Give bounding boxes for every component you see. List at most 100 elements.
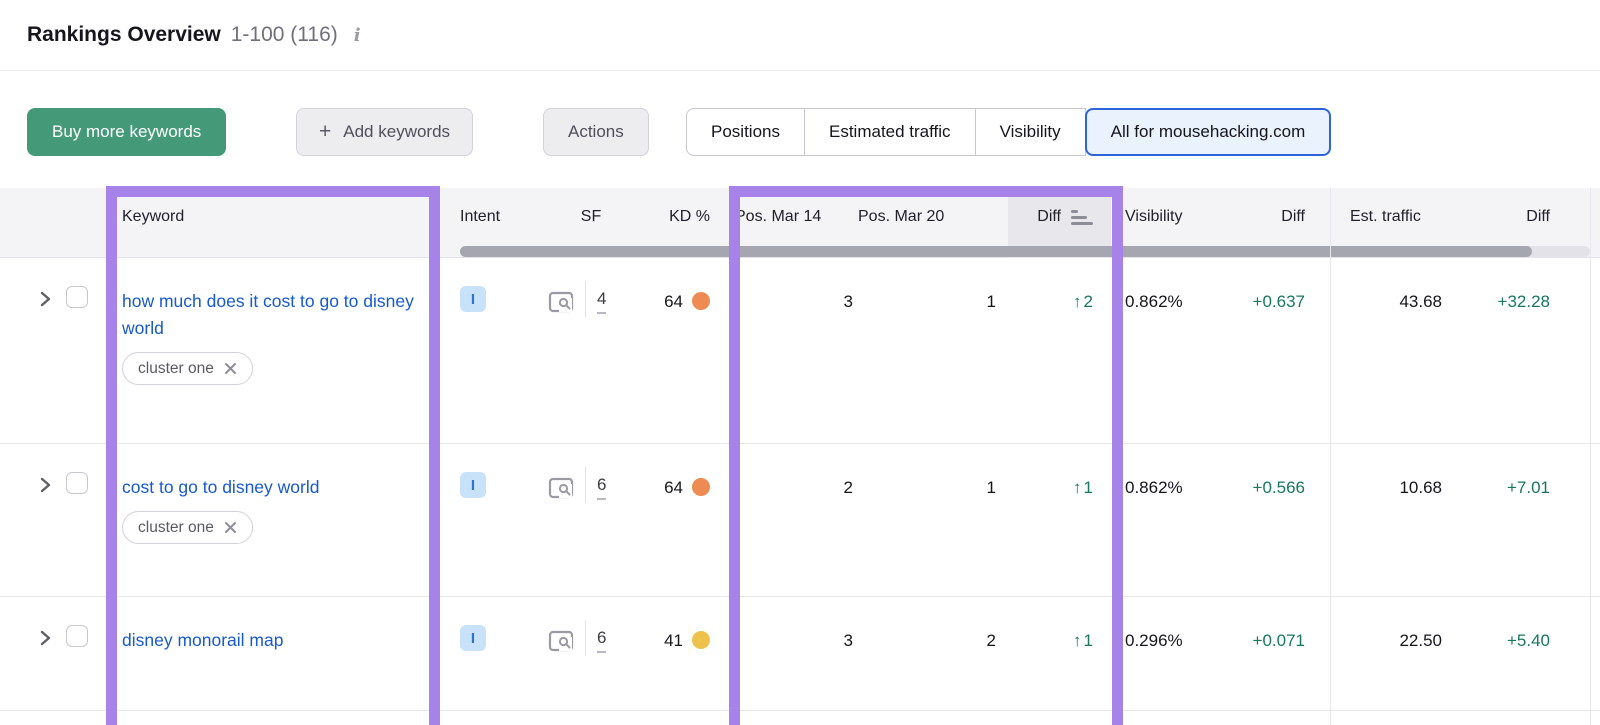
- tag-label: cluster one: [138, 518, 214, 536]
- tab-visibility[interactable]: Visibility: [975, 108, 1086, 156]
- serp-features-icon[interactable]: [548, 629, 574, 653]
- row-checkbox[interactable]: [66, 286, 88, 308]
- traffic-diff-value: +5.40: [1506, 631, 1550, 650]
- chevron-right-icon: [40, 291, 50, 307]
- position-diff-value: 2: [1083, 292, 1093, 311]
- serp-features-icon[interactable]: [548, 290, 574, 314]
- remove-tag-icon[interactable]: [224, 521, 237, 534]
- visibility-value: 0.296%: [1125, 631, 1183, 650]
- sort-icon: [1071, 209, 1093, 225]
- table-row-partial: [0, 711, 1600, 725]
- kd-difficulty-dot: [692, 631, 710, 649]
- expand-row-button[interactable]: [26, 444, 64, 494]
- title-bar: Rankings Overview 1-100 (116) i: [0, 0, 1600, 71]
- row-checkbox-wrap: [66, 597, 98, 647]
- buy-more-keywords-button[interactable]: Buy more keywords: [27, 108, 227, 156]
- sf-count-link[interactable]: 6: [597, 628, 607, 653]
- sf-count-link[interactable]: 6: [597, 475, 607, 500]
- tag-label: cluster one: [138, 359, 214, 377]
- sf-divider: [585, 620, 586, 656]
- position-diff-value: 1: [1083, 631, 1093, 650]
- kd-value: 64: [664, 292, 683, 311]
- kd-cell: 41: [638, 597, 710, 654]
- column-header-diff-positions[interactable]: Diff: [1000, 188, 1093, 246]
- tab-positions[interactable]: Positions: [686, 108, 805, 156]
- intent-cell: I: [460, 258, 504, 312]
- view-tab-group: Positions Estimated traffic Visibility All …: [686, 108, 1332, 156]
- sf-count-link[interactable]: 4: [597, 289, 607, 314]
- est-traffic-value: 10.68: [1399, 478, 1442, 497]
- keyword-link[interactable]: cost to go to disney world: [122, 477, 320, 497]
- visibility-diff-value: +0.566: [1252, 478, 1305, 497]
- traffic-diff-value: +32.28: [1497, 292, 1550, 311]
- diff-header-label: Diff: [1037, 208, 1061, 225]
- position-diff-cell: ↑ 1: [1000, 444, 1093, 501]
- row-checkbox[interactable]: [66, 625, 88, 647]
- est-traffic-value: 43.68: [1399, 292, 1442, 311]
- tab-all-for-mousehacking-com[interactable]: All for mousehacking.com: [1084, 108, 1332, 156]
- add-keywords-button[interactable]: + Add keywords: [296, 108, 474, 156]
- kd-difficulty-dot: [692, 478, 710, 496]
- tab-estimated-traffic[interactable]: Estimated traffic: [804, 108, 976, 156]
- table-row: disney monorail map I 6 41 3 2 ↑ 1: [0, 597, 1600, 711]
- kd-cell: 64: [638, 444, 710, 501]
- serp-features-cell: 6: [548, 444, 634, 503]
- pos-mar-20-value: 1: [986, 292, 996, 311]
- row-checkbox-wrap: [66, 444, 98, 494]
- row-checkbox-wrap: [66, 258, 98, 308]
- keyword-cell: cost to go to disney world cluster one: [122, 444, 427, 544]
- keyword-tag[interactable]: cluster one: [122, 511, 253, 544]
- keyword-tag[interactable]: cluster one: [122, 352, 253, 385]
- kd-value: 64: [664, 478, 683, 497]
- expand-row-button[interactable]: [26, 597, 64, 647]
- keyword-link[interactable]: how much does it cost to go to disney wo…: [122, 291, 414, 338]
- column-header-intent[interactable]: Intent: [460, 208, 501, 225]
- pos-mar-14-value: 3: [843, 292, 853, 311]
- table-right-border: [1590, 188, 1591, 725]
- intent-cell: I: [460, 597, 504, 651]
- visibility-diff-value: +0.637: [1252, 292, 1305, 311]
- column-header-est-traffic[interactable]: Est. traffic: [1350, 208, 1421, 225]
- horizontal-scrollbar-thumb[interactable]: [460, 246, 1532, 257]
- actions-button[interactable]: Actions: [543, 108, 649, 156]
- intent-cell: I: [460, 444, 504, 498]
- intent-badge[interactable]: I: [460, 472, 486, 498]
- plus-icon: +: [319, 120, 332, 143]
- chevron-right-icon: [40, 477, 50, 493]
- chevron-right-icon: [40, 630, 50, 646]
- serp-features-cell: 4: [548, 258, 634, 317]
- keyword-cell: how much does it cost to go to disney wo…: [122, 258, 427, 385]
- column-header-diff-traffic[interactable]: Diff: [1526, 208, 1550, 225]
- pos-mar-20-value: 2: [986, 631, 996, 650]
- visibility-value: 0.862%: [1125, 292, 1183, 311]
- row-checkbox[interactable]: [66, 472, 88, 494]
- column-header-sf[interactable]: SF: [580, 208, 602, 225]
- est-traffic-value: 22.50: [1399, 631, 1442, 650]
- table-row: how much does it cost to go to disney wo…: [0, 258, 1600, 444]
- add-keywords-label: Add keywords: [343, 122, 451, 141]
- column-header-keyword[interactable]: Keyword: [122, 208, 185, 225]
- remove-tag-icon[interactable]: [224, 362, 237, 375]
- result-range: 1-100 (116): [230, 23, 338, 46]
- intent-badge[interactable]: I: [460, 286, 486, 312]
- table-body: how much does it cost to go to disney wo…: [0, 258, 1600, 725]
- serp-features-cell: 6: [548, 597, 634, 656]
- keyword-link[interactable]: disney monorail map: [122, 630, 284, 650]
- column-header-kd[interactable]: KD %: [669, 208, 710, 225]
- expand-row-button[interactable]: [26, 258, 64, 308]
- info-icon[interactable]: i: [353, 24, 361, 46]
- intent-badge[interactable]: I: [460, 625, 486, 651]
- table-row: cost to go to disney world cluster one I: [0, 444, 1600, 597]
- visibility-diff-value: +0.071: [1252, 631, 1305, 650]
- position-diff-value: 1: [1083, 478, 1093, 497]
- column-header-visibility[interactable]: Visibility: [1125, 208, 1183, 225]
- serp-features-icon[interactable]: [548, 476, 574, 500]
- column-header-pos-mar-20[interactable]: Pos. Mar 20: [858, 208, 945, 225]
- kd-cell: 64: [638, 258, 710, 315]
- column-header-pos-mar-14[interactable]: Pos. Mar 14: [735, 208, 822, 225]
- visibility-value: 0.862%: [1125, 478, 1183, 497]
- sf-divider: [585, 281, 586, 317]
- pos-mar-14-value: 3: [843, 631, 853, 650]
- column-header-diff-visibility[interactable]: Diff: [1281, 208, 1305, 225]
- column-group-divider: [1330, 188, 1331, 725]
